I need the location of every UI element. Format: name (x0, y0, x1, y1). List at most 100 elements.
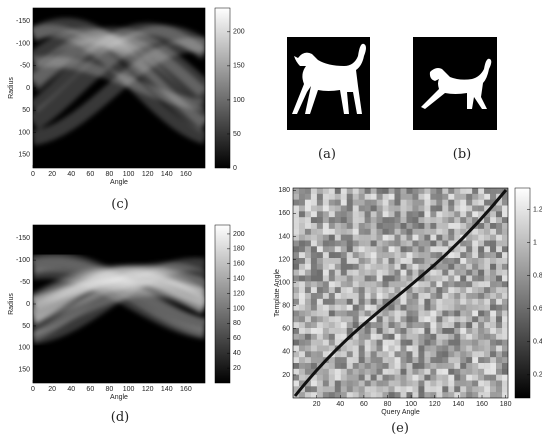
matrix-cell (388, 333, 395, 340)
matrix-cell (370, 199, 377, 206)
matrix-cell (316, 246, 324, 253)
matrix-cell (424, 310, 431, 317)
matrix-cell (454, 316, 461, 323)
matrix-cell (418, 228, 425, 235)
matrix-cell (460, 287, 467, 294)
matrix-cell (454, 380, 461, 387)
matrix-cell (400, 240, 407, 247)
matrix-cell (424, 188, 431, 195)
matrix-cell (484, 211, 491, 218)
matrix-cell (364, 322, 371, 329)
matrix-cell (400, 228, 407, 235)
matrix-cell (466, 287, 473, 294)
matrix-cell (394, 357, 401, 364)
matrix-cell (376, 275, 383, 282)
matrix-cell (490, 392, 497, 398)
matrix-cell (418, 263, 425, 270)
matrix-cell (430, 228, 437, 235)
matrix-cell (478, 223, 485, 230)
matrix-cell (490, 298, 497, 305)
matrix-cell (418, 363, 425, 370)
matrix-cell (376, 322, 383, 329)
matrix-cell (472, 193, 479, 200)
matrix-cell (298, 258, 306, 265)
matrix-cell (472, 310, 479, 317)
matrix-cell (376, 188, 383, 195)
matrix-cell (400, 193, 407, 200)
x-tick-label: 100 (405, 401, 417, 408)
matrix-cell (484, 339, 491, 346)
matrix-cell (424, 380, 431, 387)
matrix-cell (442, 310, 449, 317)
matrix-cell (358, 269, 365, 276)
matrix-cell (328, 293, 336, 300)
y-tick-label: 20 (282, 372, 290, 379)
matrix-cell (478, 386, 485, 393)
x-axis-label: Query Angle (381, 409, 420, 416)
y-tick-label: 150 (18, 152, 30, 159)
matrix-cell (460, 310, 467, 317)
matrix-cell (394, 287, 401, 294)
matrix-cell (502, 252, 508, 259)
matrix-cell (502, 258, 508, 265)
matrix-cell (484, 199, 491, 206)
matrix-cell (460, 316, 467, 323)
matrix-cell (490, 333, 497, 340)
matrix-cell (448, 252, 455, 259)
x-tick-label: 40 (336, 401, 344, 408)
matrix-cell (370, 252, 377, 259)
matrix-cell (334, 252, 342, 259)
matrix-cell (400, 269, 407, 276)
colorbar-tick-label: 0.2 (533, 372, 542, 379)
matrix-cell (484, 310, 491, 317)
caption: (e) (391, 421, 409, 436)
matrix-cell (358, 304, 365, 311)
matrix-cell (358, 316, 365, 323)
x-tick-label: 20 (48, 386, 56, 393)
sinogram (33, 252, 205, 345)
matrix-cell (334, 205, 342, 212)
y-tick-label: -150 (16, 235, 30, 242)
matrix-cell (328, 357, 336, 364)
matrix-cell (436, 193, 443, 200)
matrix-cell (316, 199, 324, 206)
image (33, 8, 205, 168)
matrix-cell (298, 281, 306, 288)
matrix-cell (502, 269, 508, 276)
matrix-cell (406, 357, 413, 364)
matrix-cell (472, 240, 479, 247)
matrix-cell (436, 228, 443, 235)
matrix-cell (442, 345, 449, 352)
y-tick-label: 0 (26, 85, 30, 92)
matrix-cell (370, 240, 377, 247)
colorbar-tick-label: 0 (233, 165, 237, 172)
matrix-cell (502, 205, 508, 212)
matrix-cell (490, 339, 497, 346)
matrix-cell (430, 281, 437, 288)
matrix-cell (412, 193, 419, 200)
matrix-cell (412, 269, 419, 276)
matrix-cell (388, 258, 395, 265)
matrix-cell (478, 304, 485, 311)
matrix-cell (352, 258, 359, 265)
matrix-cell (293, 228, 300, 235)
matrix-cell (370, 228, 377, 235)
matrix-cell (352, 188, 359, 195)
matrix-cell (382, 240, 389, 247)
matrix-cell (412, 351, 419, 358)
matrix-cell (478, 316, 485, 323)
matrix-cell (388, 374, 395, 381)
matrix-cell (310, 258, 318, 265)
matrix-cell (340, 368, 348, 375)
matrix-cell (436, 281, 443, 288)
matrix-cell (352, 293, 359, 300)
matrix-cell (364, 339, 371, 346)
matrix-cell (322, 345, 330, 352)
matrix-cell (298, 199, 306, 206)
matrix-cell (418, 339, 425, 346)
matrix-cell (442, 298, 449, 305)
matrix-cell (436, 374, 443, 381)
matrix-cell (496, 339, 503, 346)
matrix-cell (322, 252, 330, 259)
matrix-cell (466, 298, 473, 305)
